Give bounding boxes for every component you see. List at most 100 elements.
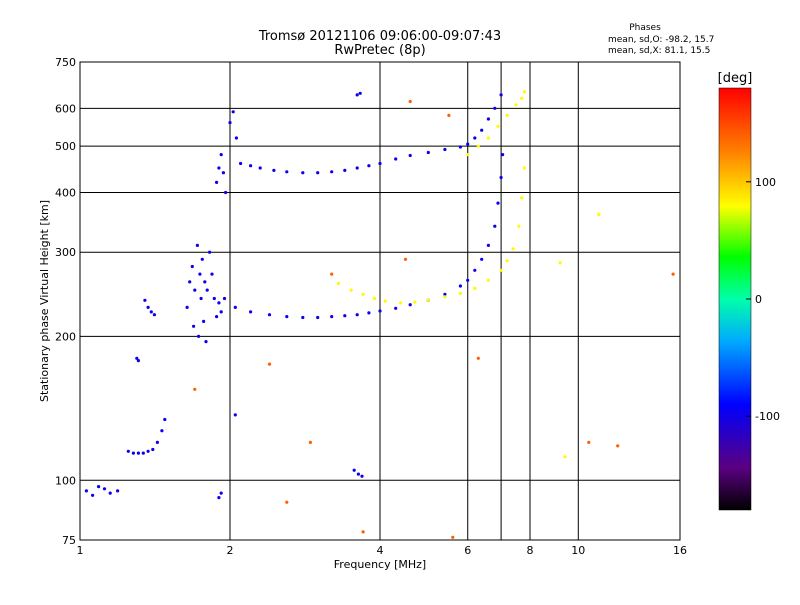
data-point [343,314,347,318]
data-point [221,171,225,175]
data-point [155,440,159,444]
data-point [316,171,320,175]
data-point [361,292,365,296]
colorbar-tick-label: 0 [755,293,762,306]
data-point [408,99,412,104]
data-point [511,247,515,251]
data-point [152,313,156,317]
colorbar-label: [deg] [718,71,753,86]
data-point [131,451,135,455]
data-point [394,157,398,161]
data-point [330,170,334,174]
data-point [505,259,509,263]
data-point [249,310,253,314]
data-point [408,303,412,307]
data-point [372,296,377,301]
data-point [367,311,371,315]
data-point [499,175,503,180]
data-point [473,286,477,290]
data-point [403,257,408,261]
data-point [505,113,509,117]
data-point [563,455,567,459]
y-tick-label: 500 [55,140,76,153]
data-point [146,305,150,309]
data-point [480,257,484,261]
phase-stats-heading: Phases [629,23,661,33]
data-point [522,166,527,170]
data-point [200,257,204,261]
data-point [458,291,462,295]
data-point [163,417,167,422]
data-point [301,171,305,175]
x-tick-label: 4 [377,544,384,557]
data-point [301,315,305,320]
data-point [258,166,262,170]
data-point [408,153,412,158]
data-point [352,468,356,472]
data-point [308,440,312,444]
data-point [205,288,209,292]
data-point [116,489,120,493]
data-point [443,292,447,296]
data-point [222,296,227,301]
phase-stats-o: mean, sd,O: -98.2, 15.7 [608,35,714,45]
data-point [195,243,199,247]
data-point [193,387,197,391]
data-point [215,315,219,319]
data-point [202,319,206,323]
data-point [360,474,364,478]
data-point [316,315,320,320]
x-axis-label: Frequency [MHz] [334,558,426,571]
data-point [249,164,253,168]
data-point [208,250,212,254]
data-point [330,315,334,319]
data-point [185,305,189,309]
data-point [558,261,562,265]
x-tick-label: 6 [464,544,471,557]
data-point [493,106,497,110]
data-point [219,310,223,314]
y-tick-label: 100 [55,474,76,487]
data-point [451,535,455,539]
data-point [215,180,219,184]
data-point [399,301,403,305]
data-point [466,153,470,157]
data-point [285,315,289,319]
data-point [343,168,347,172]
data-point [233,413,237,417]
data-point [493,224,497,228]
y-tick-label: 750 [55,56,76,69]
y-tick-label: 400 [55,186,76,199]
data-point [84,489,88,493]
data-point [212,296,216,301]
data-point [358,91,362,95]
data-point [204,340,208,344]
data-point [522,90,527,94]
data-point [458,145,462,149]
data-point [239,161,243,166]
data-point [597,212,601,216]
data-point [671,272,675,276]
data-point [473,136,477,140]
data-point [233,305,237,309]
data-point [160,429,164,433]
data-point [394,306,398,310]
data-point [349,288,353,292]
phase-stats-x: mean, sd,X: 81.1, 15.5 [608,46,710,56]
x-tick-label: 2 [227,544,234,557]
data-point [231,110,235,114]
data-point [272,168,276,172]
data-point [520,96,524,100]
data-point [188,280,192,284]
y-axis-label: Stationary phase Virtual Height [km] [38,200,51,402]
data-point [473,268,477,272]
data-point [135,356,139,360]
y-tick-label: 200 [55,330,76,343]
data-point [361,530,365,534]
data-point [355,93,359,97]
data-point [217,166,221,170]
x-tick-label: 1 [77,544,84,557]
data-point [102,487,107,491]
data-point [217,496,221,500]
data-point [426,298,430,302]
